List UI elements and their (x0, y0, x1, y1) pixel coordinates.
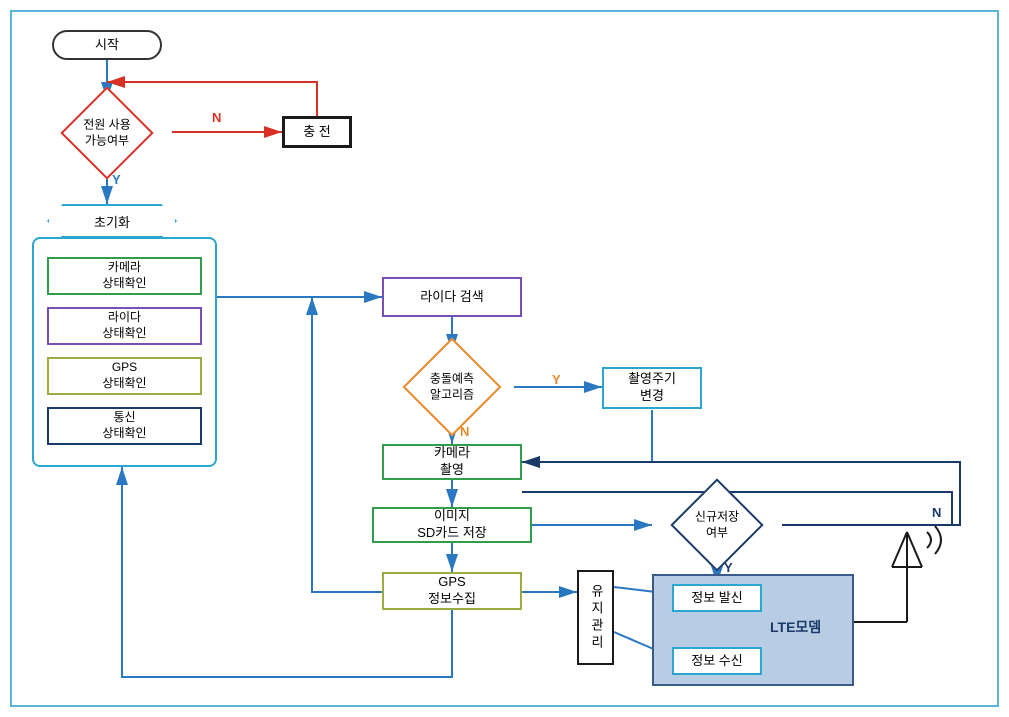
camera-status-box: 카메라상태확인 (47, 257, 202, 295)
charge-node: 충 전 (282, 116, 352, 148)
gps-collect-label: GPS정보수집 (428, 574, 476, 608)
cycle-change-label: 촬영주기변경 (628, 371, 676, 405)
lidar-search-node: 라이다 검색 (382, 277, 522, 317)
gps-status-box: GPS상태확인 (47, 357, 202, 395)
start-node: 시작 (52, 30, 162, 60)
new-save-y-label: Y (724, 560, 733, 575)
collision-y-label: Y (552, 372, 561, 387)
power-check-label: 전원 사용가능여부 (61, 117, 153, 148)
start-label: 시작 (95, 37, 119, 54)
camera-shoot-node: 카메라촬영 (382, 444, 522, 480)
init-label: 초기화 (94, 212, 130, 231)
collision-n-label: N (460, 424, 469, 439)
gps-status-label: GPS상태확인 (102, 360, 146, 391)
camera-status-label: 카메라상태확인 (102, 260, 146, 291)
new-save-label: 신규저장여부 (671, 509, 763, 540)
maintain-label: 유지관리 (587, 584, 604, 652)
power-n-label: N (212, 110, 221, 125)
sd-save-label: 이미지SD카드 저장 (417, 508, 487, 542)
antenna-icon (887, 512, 967, 592)
new-save-diamond: 신규저장여부 (684, 492, 750, 558)
comm-status-box: 통신상태확인 (47, 407, 202, 445)
info-send-node: 정보 발신 (672, 584, 762, 612)
info-recv-label: 정보 수신 (691, 653, 742, 670)
lidar-status-box: 라이다상태확인 (47, 307, 202, 345)
camera-shoot-label: 카메라촬영 (434, 445, 470, 479)
comm-status-label: 통신상태확인 (102, 410, 146, 441)
cycle-change-node: 촬영주기변경 (602, 367, 702, 409)
flowchart-canvas: 시작 전원 사용가능여부 N Y 충 전 초기화 카메라상태확인 라이다상태확인… (10, 10, 999, 707)
power-y-label: Y (112, 172, 121, 187)
power-check-diamond: 전원 사용가능여부 (74, 100, 140, 166)
info-send-label: 정보 발신 (691, 590, 742, 607)
collision-diamond: 충돌예측알고리즘 (417, 352, 487, 422)
gps-collect-node: GPS정보수집 (382, 572, 522, 610)
lidar-search-label: 라이다 검색 (420, 289, 483, 306)
sd-save-node: 이미지SD카드 저장 (372, 507, 532, 543)
collision-label: 충돌예측알고리즘 (403, 371, 501, 402)
maintain-node: 유지관리 (577, 570, 614, 665)
lte-title: LTE모뎀 (770, 617, 821, 637)
info-recv-node: 정보 수신 (672, 647, 762, 675)
lidar-status-label: 라이다상태확인 (102, 310, 146, 341)
charge-label: 충 전 (303, 124, 331, 141)
init-hex: 초기화 (47, 204, 177, 238)
